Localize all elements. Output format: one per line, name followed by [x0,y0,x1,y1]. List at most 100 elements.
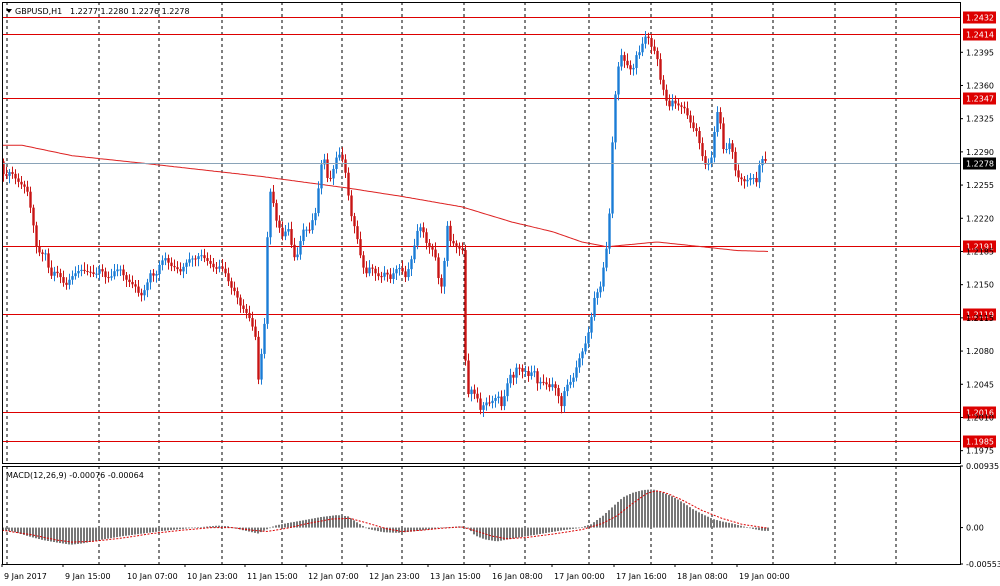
symbol-dropdown-icon[interactable] [6,9,12,13]
macd-bar [698,512,700,528]
candle-bull [302,223,305,246]
candle-bear [401,260,404,275]
candle-bull [8,168,11,184]
macd-bar [59,527,61,544]
macd-bar [653,489,655,528]
candle-bear [428,238,431,254]
candle-body [281,227,284,237]
candle-body [620,55,623,67]
candle-bear [365,261,368,278]
candle-body [260,353,263,380]
candle-bull [470,386,473,402]
candle-body [290,229,293,245]
macd-bar [758,527,760,531]
macd-bar [416,527,418,532]
candle-body [716,112,719,132]
x-tick-label: 10 Jan 23:00 [187,572,238,581]
candle-body [62,277,65,283]
candle-bear [458,242,461,256]
macd-bar [368,527,370,530]
macd-bar [191,527,193,529]
candle-bear [56,265,59,278]
candle-bear [653,39,656,55]
candle-body [71,276,74,280]
candle-bear [404,265,407,282]
candle-body [677,103,680,106]
candle-body [629,65,632,70]
candle-bear [680,102,683,115]
candle-bear [104,267,107,284]
candle-body [461,248,464,251]
candle-bull [149,269,152,290]
candle-bull [311,213,314,234]
candle-body [332,168,335,179]
candle-bear [254,319,257,341]
candle-body [722,123,725,150]
candle-body [218,266,221,269]
candle-body [53,271,56,276]
candle-body [734,151,737,171]
candle-bear [560,392,563,414]
candle-body [452,241,455,244]
macd-bar [755,527,757,530]
candle-bear [734,147,737,177]
macd-bar [83,527,85,544]
candle-bull [98,264,101,280]
x-tick-label: 12 Jan 07:00 [308,572,359,581]
candle-bear [227,267,230,287]
candle-body [2,161,5,175]
candle-bull [569,374,572,389]
macd-bar [749,527,751,529]
candle-body [449,225,452,242]
macd-bar [284,523,286,528]
candle-bull [599,281,602,298]
macd-tick-label: -0.00553 [966,560,1000,569]
candle-body [188,259,191,263]
candle-body [695,128,698,132]
candle-body [131,282,134,285]
macd-bar [236,527,238,529]
candle-body [206,258,209,261]
candle-bull [635,51,638,75]
macd-bar [101,527,103,540]
candle-body [152,273,155,276]
candle-body [407,269,410,278]
macd-bar [350,518,352,528]
macd-bar [380,527,382,532]
candle-body [323,159,326,165]
candle-bear [359,231,362,259]
candle-bull [53,266,56,282]
candle-bear [344,154,347,178]
candle-body [515,367,518,378]
macd-bar [716,520,718,528]
candle-bull [158,261,161,281]
macd-bar [695,510,697,528]
candle-bull [716,106,719,137]
candle-bull [197,253,200,267]
candle-bull [485,397,488,411]
macd-bar [521,527,523,537]
candle-bear [89,266,92,278]
candle-body [488,402,491,404]
candle-bear [290,221,293,249]
candle-body [617,66,620,95]
candle-body [404,271,407,278]
candle-bear [434,242,437,261]
macd-bar [509,527,511,540]
candle-bull [563,386,566,413]
candle-bear [221,259,224,272]
macd-bar [317,517,319,528]
candle-bear [479,392,482,415]
level-tag [963,28,996,41]
candle-bull [413,238,416,264]
candle-body [551,384,554,388]
candle-body [464,250,467,361]
candle-body [635,55,638,68]
candle-body [236,291,239,298]
macd-bar [665,493,667,528]
candle-body [161,260,164,265]
macd-bar [353,520,355,528]
candle-bull [593,291,596,321]
candle-body [245,308,248,313]
macd-bar [677,499,679,528]
